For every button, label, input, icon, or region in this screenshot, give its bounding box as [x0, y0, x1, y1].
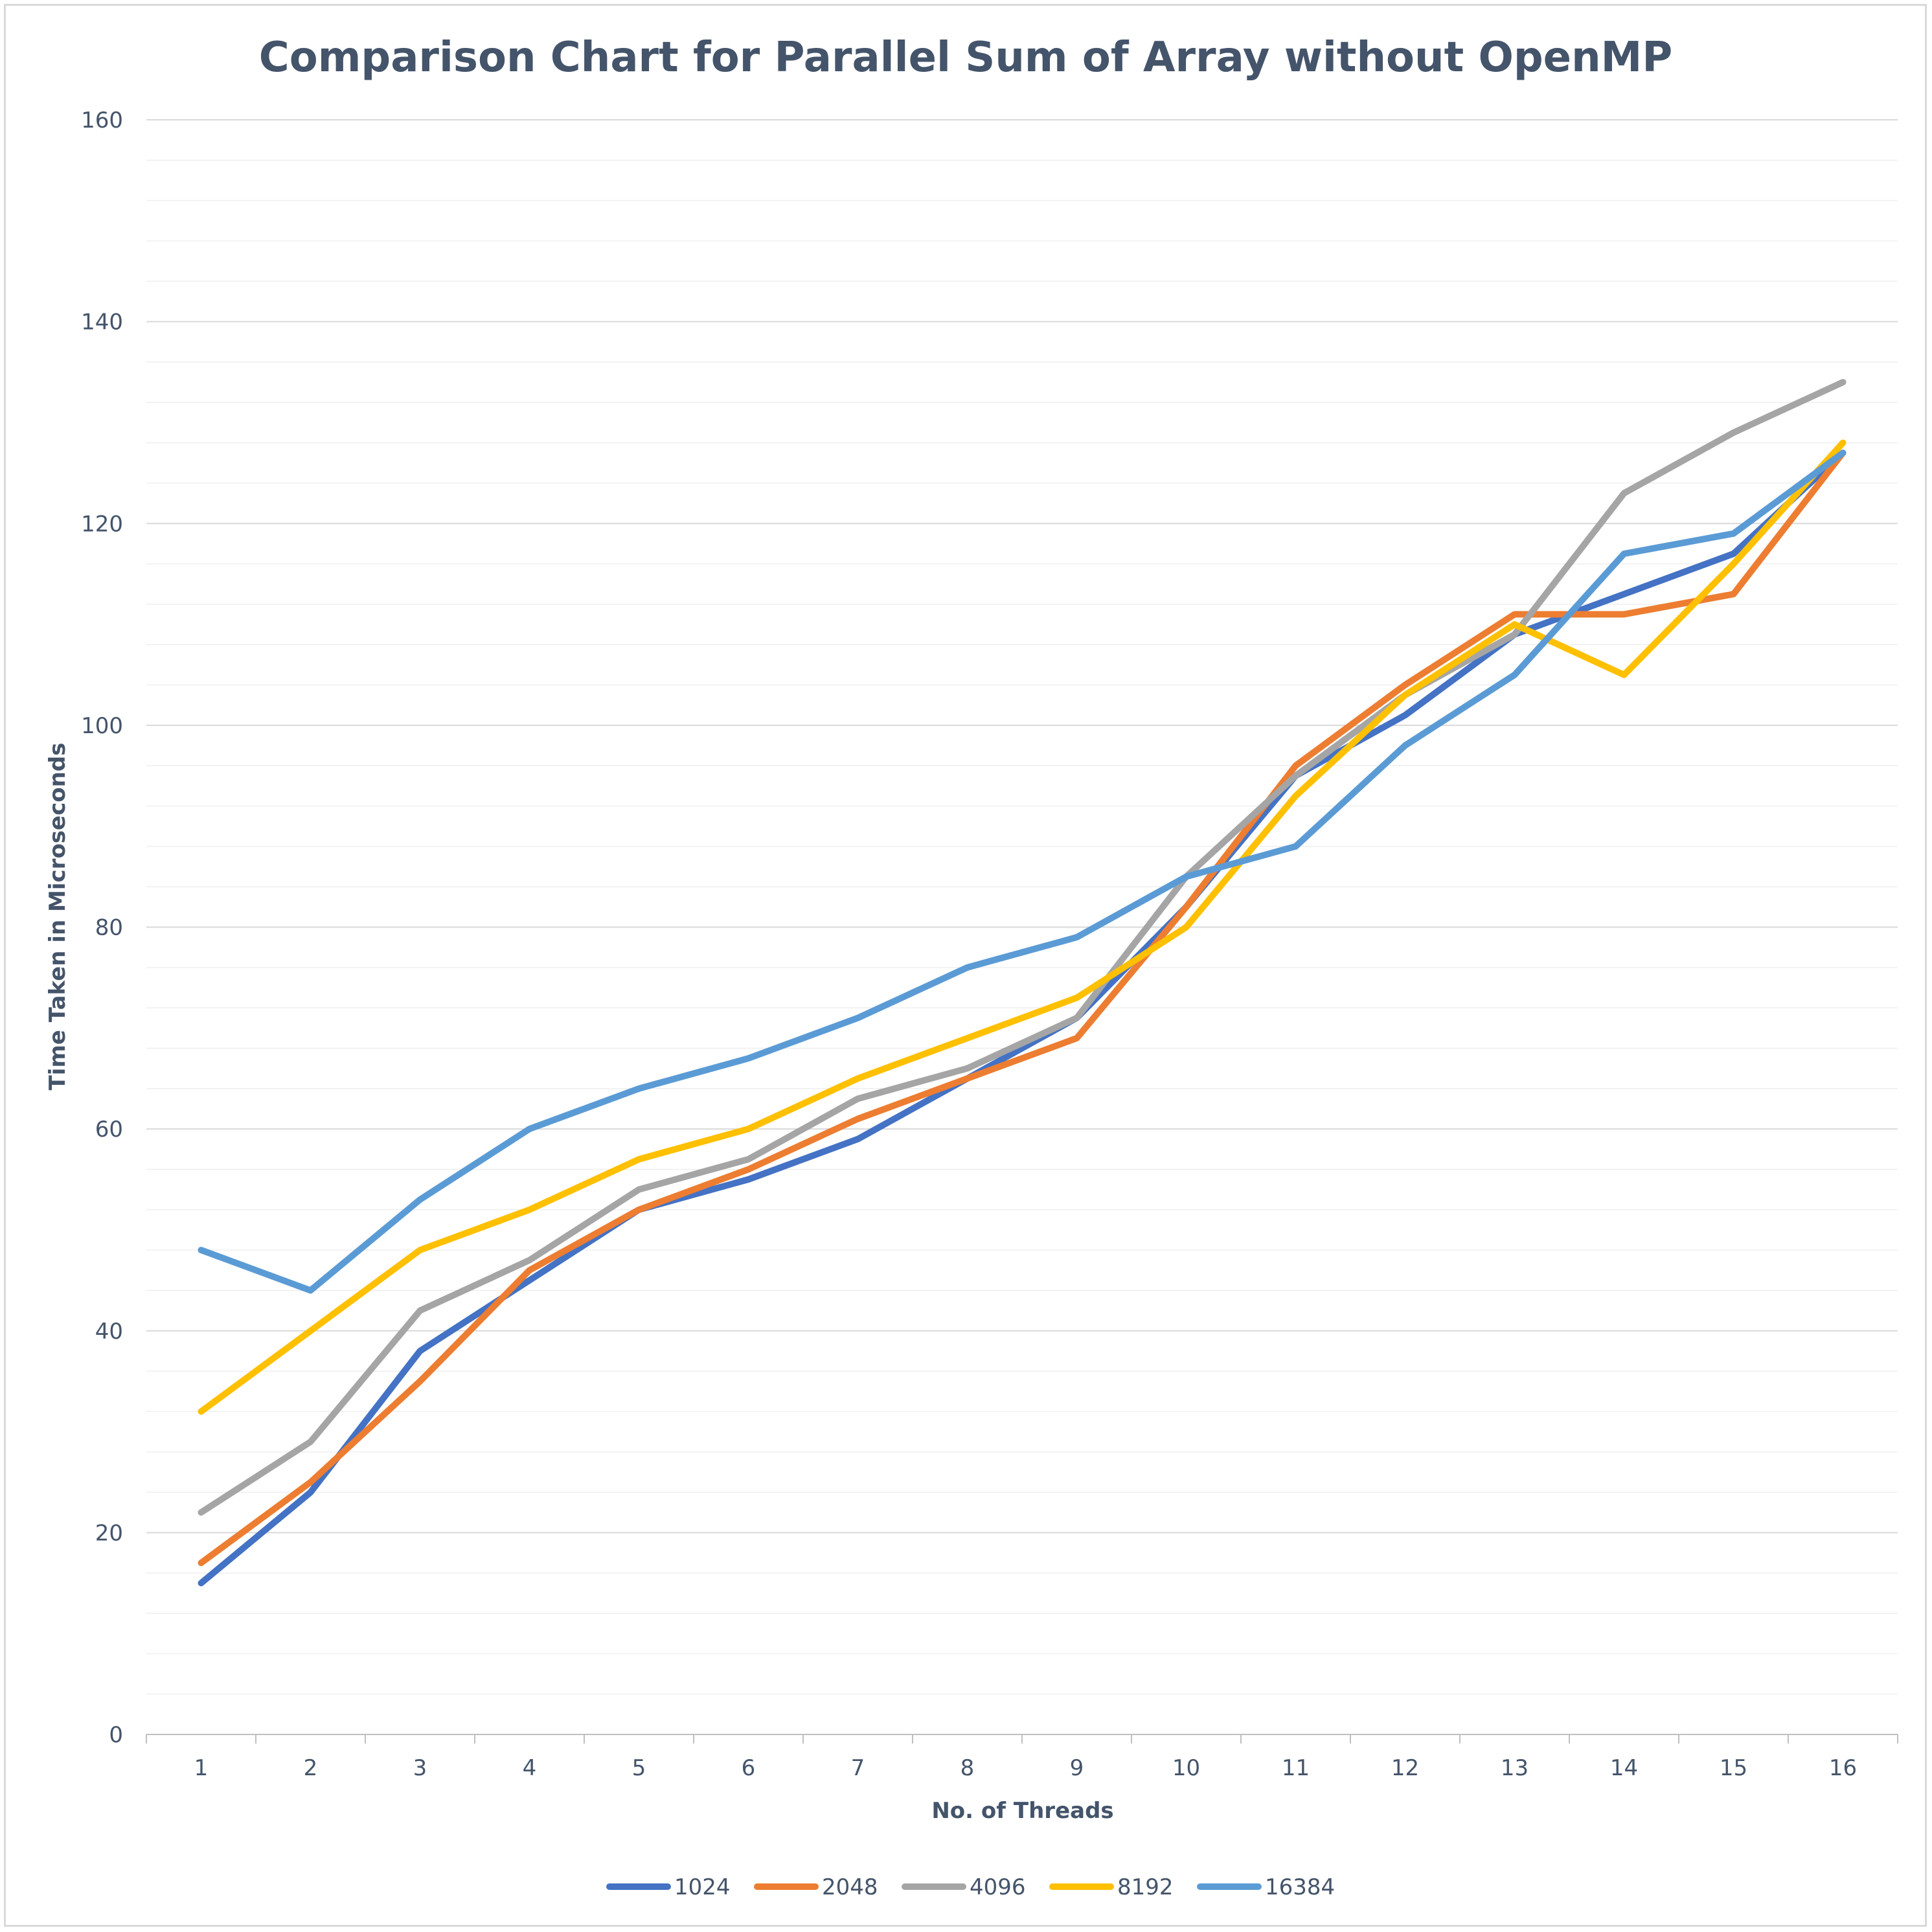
x-tick-label: 9	[1070, 1755, 1084, 1781]
x-tick-label: 14	[1610, 1755, 1638, 1781]
y-tick-label: 0	[109, 1722, 123, 1748]
series-line-4096	[198, 379, 1847, 1516]
y-axis-label: Time Taken in Microseconds	[45, 743, 71, 1091]
x-tick-label: 6	[742, 1755, 756, 1781]
legend-label-2048: 2048	[822, 1874, 878, 1900]
x-tick-label: 15	[1720, 1755, 1747, 1781]
chart-title: Comparison Chart for Parallel Sum of Arr…	[259, 34, 1672, 82]
x-tick-label: 16	[1829, 1755, 1857, 1781]
gridlines	[146, 119, 1898, 1695]
legend-label-1024: 1024	[674, 1874, 731, 1900]
series-line-16384	[198, 449, 1847, 1294]
x-tick-label: 1	[194, 1755, 209, 1781]
y-tick-label: 120	[81, 511, 123, 537]
y-tick-label: 80	[95, 915, 123, 941]
x-axis	[146, 1734, 1898, 1744]
y-tick-label: 100	[81, 713, 123, 739]
x-tick-label: 11	[1282, 1755, 1310, 1781]
legend: 1024 2048 4096 8192 16384	[606, 1874, 1335, 1900]
x-tick-label: 7	[851, 1755, 865, 1781]
x-tick-label: 12	[1391, 1755, 1419, 1781]
legend-label-16384: 16384	[1265, 1874, 1335, 1900]
y-tick-label: 160	[81, 108, 123, 133]
series-line-8192	[198, 439, 1847, 1415]
x-tick-label: 13	[1501, 1755, 1529, 1781]
x-tick-label: 4	[523, 1755, 537, 1781]
x-tick-label: 8	[960, 1755, 975, 1781]
x-tick-label: 3	[413, 1755, 427, 1781]
y-tick-label: 40	[95, 1319, 123, 1345]
x-tick-label: 5	[632, 1755, 646, 1781]
y-tick-label: 140	[81, 310, 123, 335]
series-lines	[198, 379, 1847, 1587]
y-tick-label: 20	[95, 1520, 123, 1546]
y-tick-label: 60	[95, 1117, 123, 1142]
x-tick-label: 10	[1172, 1755, 1200, 1781]
x-axis-label: No. of Threads	[931, 1798, 1113, 1824]
y-axis-ticks: 0 20 40 60 80 100 120 140 160	[81, 108, 123, 1748]
legend-label-8192: 8192	[1117, 1874, 1174, 1900]
x-tick-label: 2	[304, 1755, 318, 1781]
legend-label-4096: 4096	[970, 1874, 1026, 1900]
x-axis-ticks: 1 2 3 4 5 6 7 8 9 10 11 12 13 14 15 16	[194, 1755, 1857, 1781]
